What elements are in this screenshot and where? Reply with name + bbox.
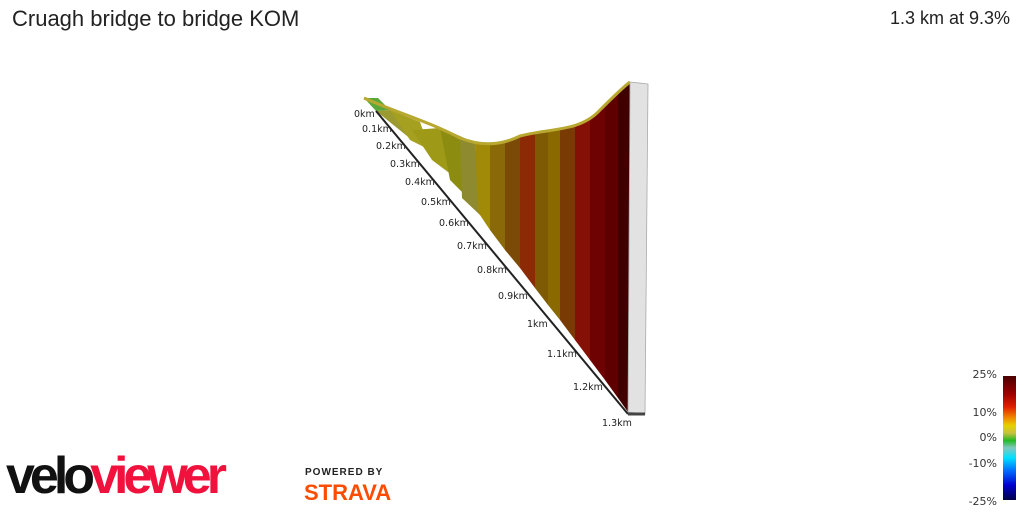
tick-0.7km: 0.7km	[457, 241, 487, 252]
tick-0.5km: 0.5km	[421, 197, 451, 208]
segment-summary: 1.3 km at 9.3%	[889, 8, 1010, 28]
logo-velo: velo	[6, 447, 95, 505]
tick-1.1km: 1.1km	[547, 349, 577, 360]
scale-tick-0: 0%	[979, 431, 997, 444]
tick-0.3km: 0.3km	[390, 159, 420, 170]
tick-1.2km: 1.2km	[573, 382, 603, 393]
tick-0.4km: 0.4km	[405, 177, 435, 188]
scale-tick-25: 25%	[972, 368, 997, 381]
profile-top-edge	[363, 80, 631, 146]
scale-tick-minus25: -25%	[968, 495, 997, 508]
powered-by-label: POWERED BY	[305, 467, 384, 478]
tick-0.1km: 0.1km	[362, 124, 392, 135]
scale-tick-minus10: -10%	[968, 457, 997, 470]
tick-0.6km: 0.6km	[439, 218, 469, 229]
tick-0km: 0km	[354, 109, 375, 120]
logo-viewer: viewer	[90, 447, 227, 505]
segment-title: Cruagh bridge to bridge KOM	[12, 6, 300, 31]
tick-1.3km: 1.3km	[602, 418, 632, 429]
tick-0.9km: 0.9km	[498, 291, 528, 302]
strava-logo: STRAVA	[304, 480, 392, 505]
tick-0.2km: 0.2km	[376, 141, 406, 152]
gradient-color-scale	[1003, 376, 1016, 500]
profile-end-wall	[627, 81, 649, 415]
veloviewer-logo: veloviewer	[6, 447, 227, 505]
profile-base-axis	[375, 110, 629, 415]
tick-0.8km: 0.8km	[477, 265, 507, 276]
profile-bands	[376, 82, 630, 412]
scale-tick-10: 10%	[972, 406, 997, 419]
tick-1km: 1km	[527, 319, 548, 330]
